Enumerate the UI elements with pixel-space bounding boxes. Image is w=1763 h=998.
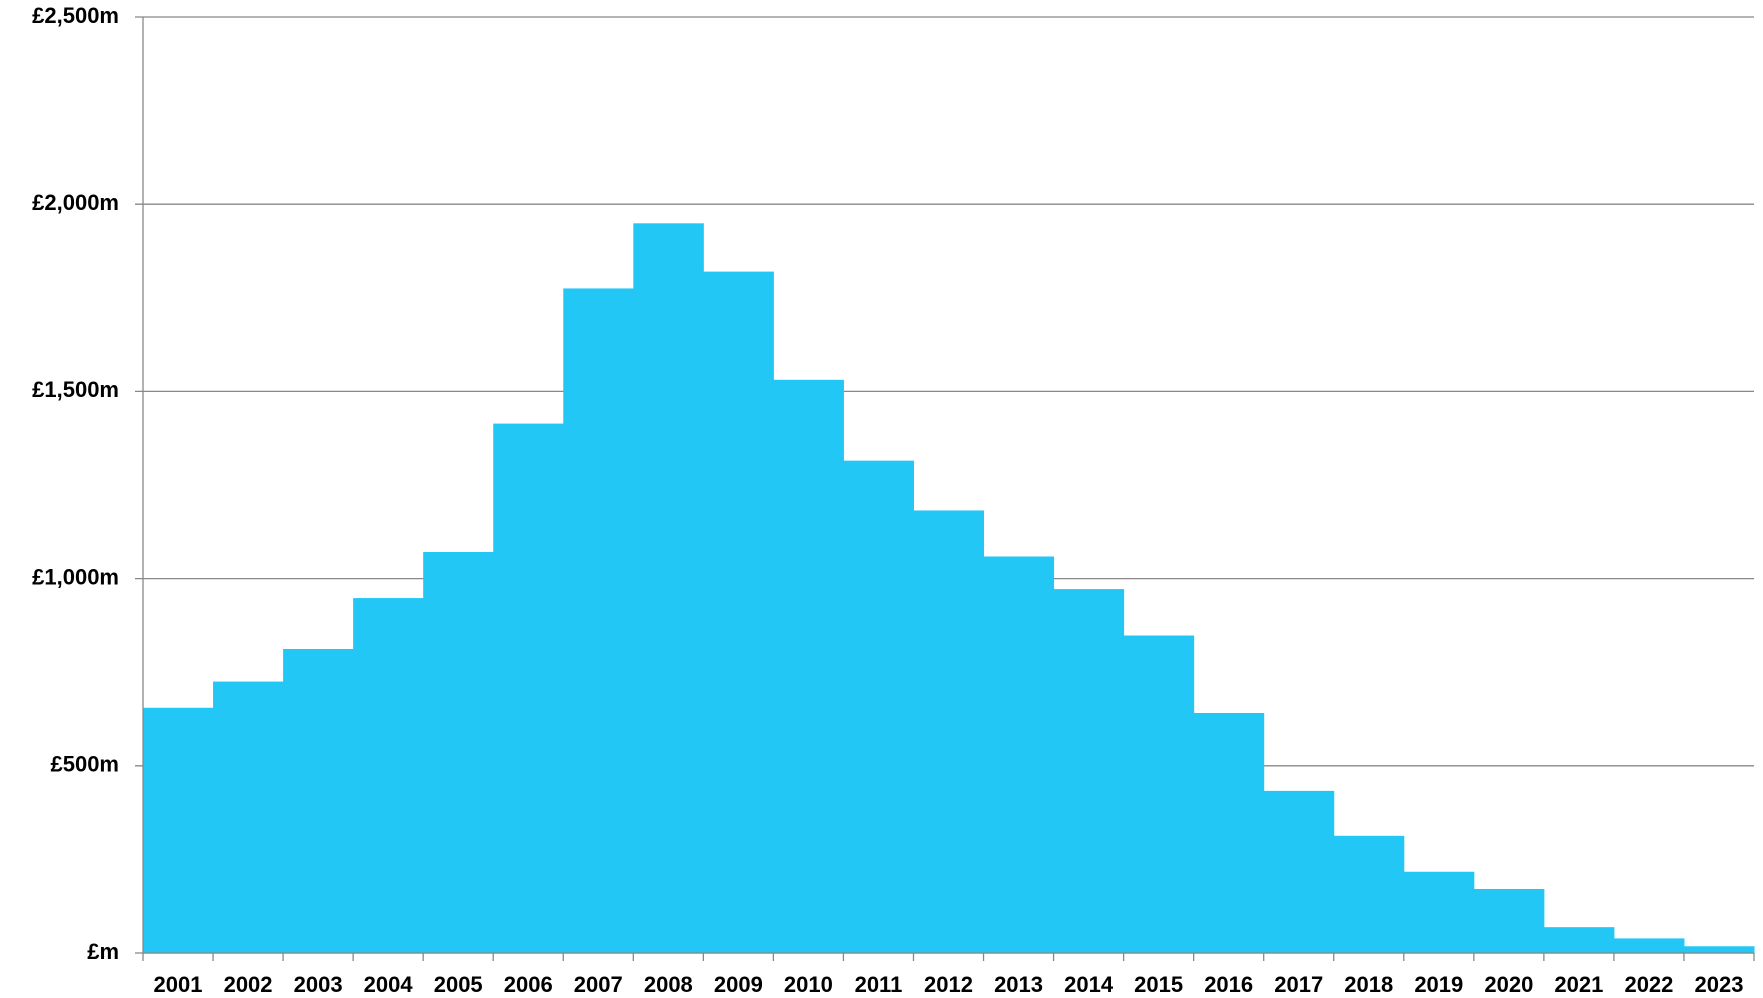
bar (563, 288, 634, 953)
x-tick-label: 2014 (1064, 972, 1114, 997)
y-tick-label: £1,500m (32, 377, 119, 402)
bar (1403, 871, 1475, 953)
x-tick-label: 2008 (644, 972, 693, 997)
y-tick-label: £2,000m (32, 190, 119, 215)
x-tick-label: 2010 (784, 972, 833, 997)
bar (493, 423, 564, 953)
x-tick-label: 2004 (364, 972, 414, 997)
x-tick-label: 2021 (1554, 972, 1603, 997)
bar (1333, 835, 1405, 953)
x-tick-label: 2023 (1695, 972, 1744, 997)
bar (843, 460, 914, 953)
bar (213, 681, 284, 953)
y-tick-label: £500m (50, 752, 119, 777)
x-tick-label: 2017 (1274, 972, 1323, 997)
x-tick-label: 2003 (294, 972, 343, 997)
x-tick-label: 2005 (434, 972, 483, 997)
bar (1053, 589, 1125, 953)
x-tick-label: 2001 (154, 972, 203, 997)
x-tick-label: 2013 (994, 972, 1043, 997)
bar (1613, 938, 1685, 953)
bar (1263, 790, 1335, 953)
x-tick-label: 2006 (504, 972, 553, 997)
bar (1193, 713, 1265, 953)
x-tick-label: 2018 (1344, 972, 1393, 997)
bar (353, 598, 424, 953)
x-tick-label: 2009 (714, 972, 763, 997)
bar (283, 648, 354, 953)
x-tick-label: 2020 (1484, 972, 1533, 997)
y-tick-label: £2,500m (32, 3, 119, 28)
x-tick-label: 2015 (1134, 972, 1183, 997)
bar (1543, 927, 1615, 953)
bar (773, 379, 844, 954)
bar (633, 223, 704, 953)
x-tick-label: 2011 (855, 972, 903, 997)
bar (983, 556, 1055, 953)
y-tick-label: £1,000m (32, 564, 119, 589)
bar (1683, 946, 1755, 953)
bar (143, 707, 214, 953)
x-tick-label: 2007 (574, 972, 623, 997)
bar (1123, 635, 1195, 953)
y-tick-label: £m (87, 939, 119, 964)
x-tick-label: 2002 (224, 972, 273, 997)
bar (423, 552, 494, 953)
bar (1473, 888, 1545, 953)
x-tick-label: 2022 (1624, 972, 1673, 997)
x-tick-label: 2019 (1414, 972, 1463, 997)
bar (913, 510, 985, 953)
x-tick-label: 2012 (924, 972, 973, 997)
x-tick-label: 2016 (1204, 972, 1253, 997)
bar (703, 271, 774, 953)
